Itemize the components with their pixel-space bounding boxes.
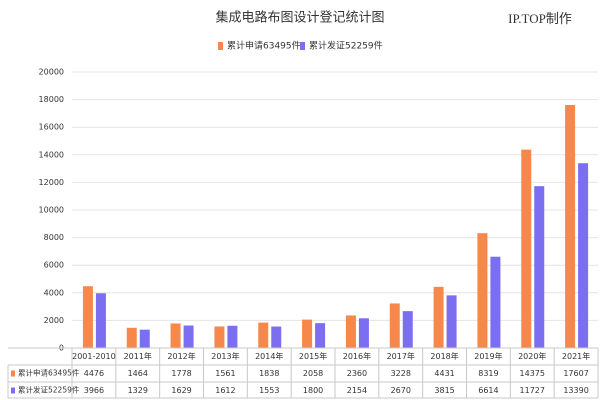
table-value: 1629 (171, 386, 191, 395)
bar (227, 325, 238, 348)
table-value: 1561 (215, 369, 235, 378)
x-tick-label: 2020年 (518, 351, 546, 361)
bar (214, 326, 225, 348)
bar (477, 233, 488, 348)
bar (271, 326, 282, 348)
x-tick-label: 2013年 (211, 351, 239, 361)
bar (139, 329, 150, 348)
bar (345, 315, 356, 348)
x-tick-label: 2011年 (124, 351, 152, 361)
table-value: 1612 (215, 386, 235, 395)
bar (521, 149, 532, 348)
table-value: 1838 (259, 369, 279, 378)
x-tick-label: 2018年 (430, 351, 458, 361)
bar (302, 319, 313, 348)
table-value: 3815 (434, 386, 454, 395)
y-tick-label: 8000 (44, 233, 64, 242)
y-tick-label: 6000 (44, 261, 64, 270)
table-series-name: 累计申请63495件 (18, 368, 80, 378)
x-tick-label: 2001-2010 (72, 352, 116, 361)
table-legend-marker (11, 387, 15, 394)
bar (433, 286, 444, 348)
x-tick-label: 2021年 (562, 351, 590, 361)
table-value: 2360 (347, 369, 367, 378)
y-tick-label: 2000 (44, 316, 64, 325)
chart-title: 集成电路布图设计登记统计图 (215, 10, 384, 26)
bar (170, 323, 181, 348)
bar (82, 286, 93, 348)
x-tick-label: 2012年 (167, 351, 195, 361)
table-value: 1553 (259, 386, 279, 395)
bar (183, 325, 194, 348)
table-value: 6614 (478, 386, 498, 395)
table-value: 14375 (520, 369, 545, 378)
bar (258, 322, 269, 348)
table-value: 8319 (478, 369, 498, 378)
bar (402, 311, 413, 348)
table-value: 1778 (171, 369, 191, 378)
table-value: 2058 (303, 369, 323, 378)
table-value: 4476 (84, 369, 104, 378)
bar (446, 295, 457, 348)
table-value: 11727 (520, 386, 545, 395)
credit: IP.TOP制作 (508, 11, 572, 26)
x-tick-label: 2017年 (387, 351, 415, 361)
table-value: 17607 (563, 369, 588, 378)
bar (389, 303, 400, 348)
y-tick-label: 10000 (39, 206, 64, 215)
table-value: 3228 (391, 369, 411, 378)
table-value: 1800 (303, 386, 323, 395)
bar (490, 256, 501, 348)
bar (578, 163, 589, 348)
legend-marker (218, 42, 223, 50)
bar (358, 318, 369, 348)
y-tick-label: 14000 (39, 150, 64, 159)
legend-label: 累计发证52259件 (309, 40, 383, 52)
table-value: 2154 (347, 386, 367, 395)
y-tick-label: 18000 (39, 95, 64, 104)
table-value: 1464 (128, 369, 148, 378)
x-tick-label: 2014年 (255, 351, 283, 361)
x-tick-label: 2019年 (474, 351, 502, 361)
table-value: 4431 (434, 369, 454, 378)
legend-label: 累计申请63495件 (227, 40, 301, 52)
y-tick-label: 16000 (39, 123, 64, 132)
x-tick-label: 2015年 (299, 351, 327, 361)
bar (315, 323, 326, 348)
bar (534, 186, 545, 348)
legend-marker (300, 42, 305, 50)
y-tick-label: 4000 (44, 288, 64, 297)
table-value: 2670 (391, 386, 411, 395)
table-series-name: 累计发证52259件 (18, 385, 80, 395)
bar (95, 293, 106, 348)
table-value: 3966 (84, 386, 104, 395)
bar (565, 105, 576, 348)
table-value: 13390 (563, 386, 588, 395)
table-legend-marker (11, 370, 15, 377)
table-value: 1329 (128, 386, 148, 395)
x-tick-label: 2016年 (343, 351, 371, 361)
y-tick-label: 12000 (39, 178, 64, 187)
y-tick-label: 20000 (39, 68, 64, 77)
bar (126, 327, 137, 348)
